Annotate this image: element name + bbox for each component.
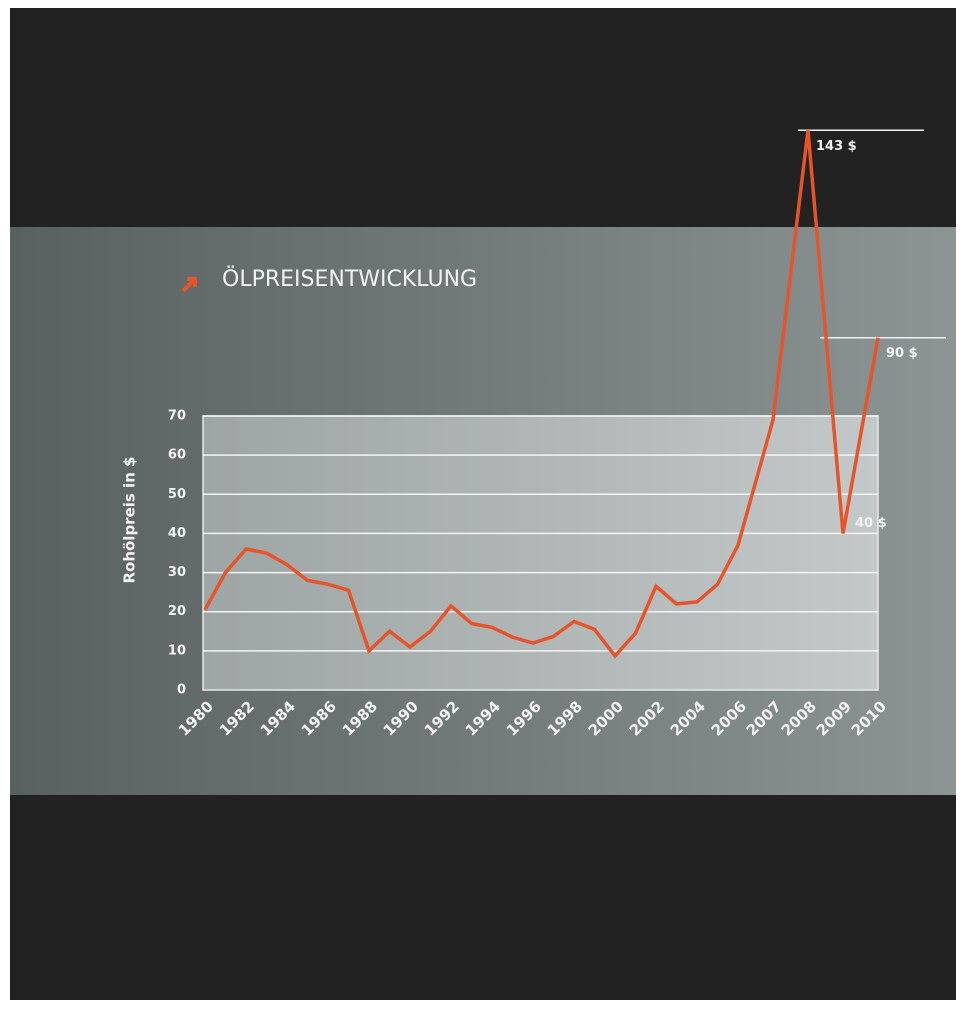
- y-tick-label: 70: [168, 409, 186, 424]
- value-label: 143 $: [816, 139, 857, 154]
- title-icon: [181, 277, 197, 293]
- plot-area: [202, 415, 879, 691]
- value-label: 90 $: [886, 346, 918, 361]
- value-label: 40 $: [855, 516, 887, 531]
- y-tick-label: 30: [168, 565, 186, 580]
- y-tick-label: 0: [177, 683, 186, 698]
- data-line: [203, 130, 880, 659]
- y-tick-label: 40: [168, 526, 186, 541]
- y-tick-label: 60: [168, 448, 186, 463]
- y-tick-label: 50: [168, 487, 186, 502]
- chart-title: ÖLPREISENTWICKLUNG: [222, 266, 477, 292]
- y-tick-label: 20: [168, 604, 186, 619]
- y-tick-label: 10: [168, 643, 186, 658]
- y-axis-label: Rohölpreis in $: [121, 456, 139, 583]
